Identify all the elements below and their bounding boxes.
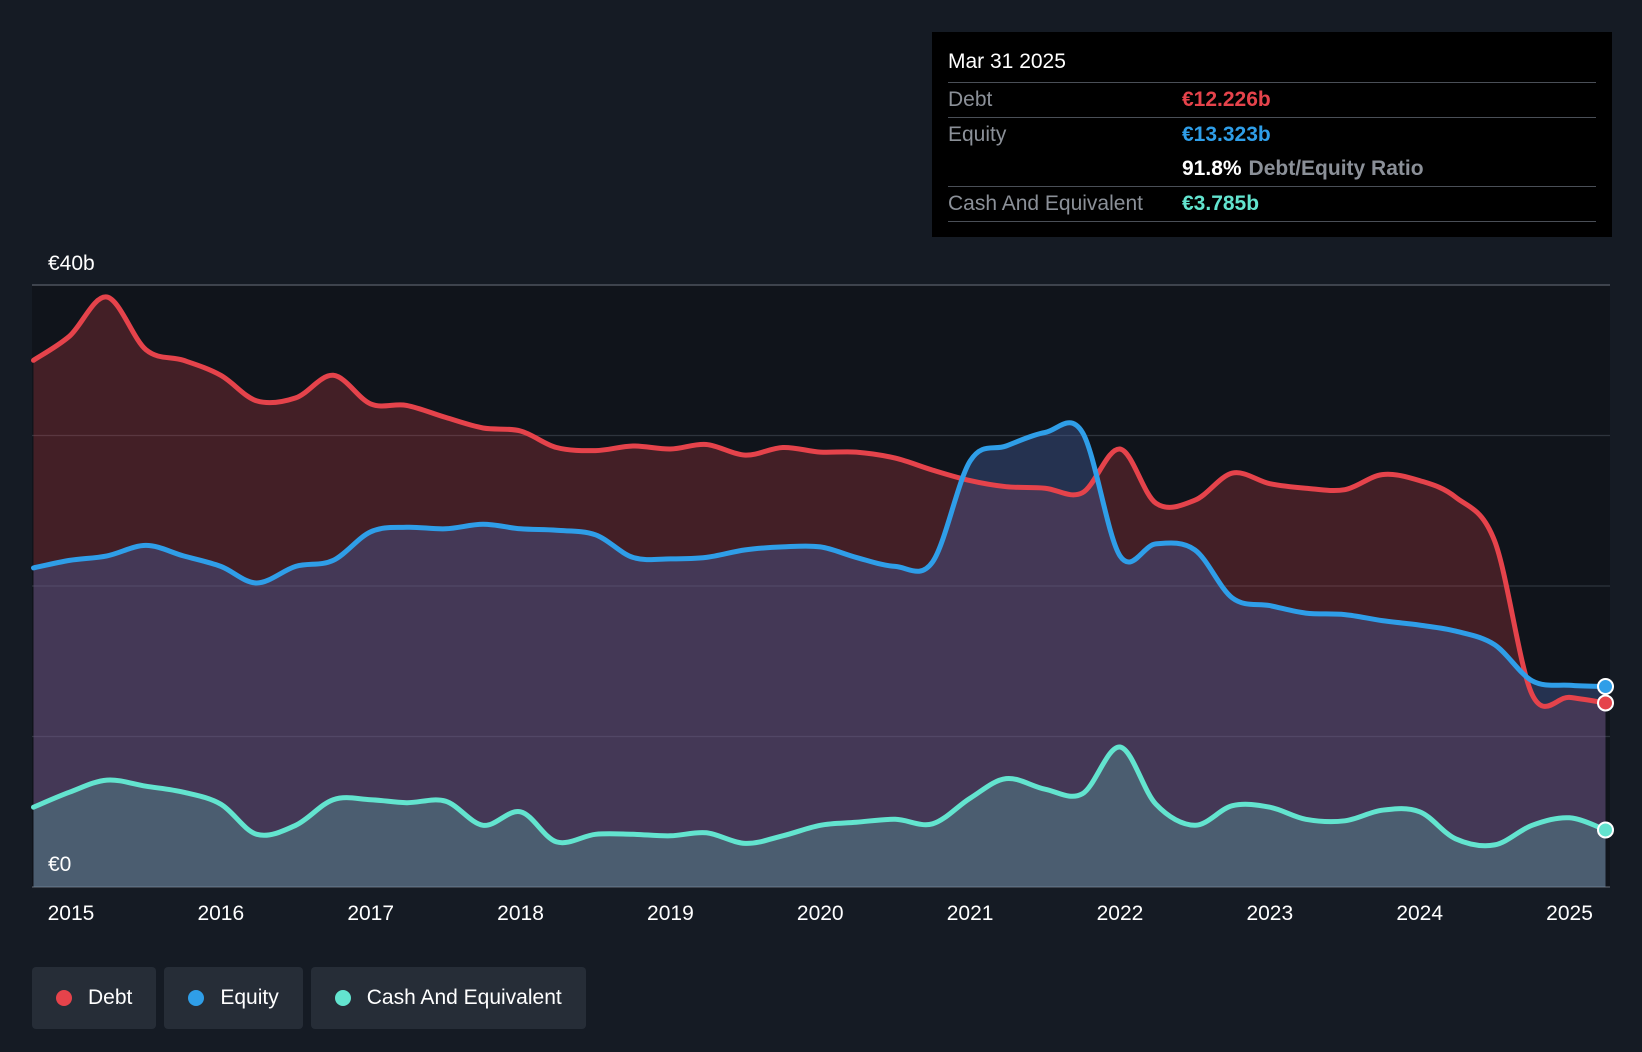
- series-lines: [31, 294, 1608, 849]
- x-tick-label: 2016: [197, 902, 244, 925]
- equity-line: [31, 420, 1608, 689]
- legend-label-debt: Debt: [88, 986, 133, 1009]
- x-tick-label: 2017: [347, 902, 394, 925]
- legend-dot-icon: [188, 990, 205, 1006]
- x-tick-label: 2022: [1097, 902, 1144, 925]
- legend-item-cash[interactable]: Cash And Equivalent: [310, 967, 586, 1029]
- tooltip-date: Mar 31 2025: [948, 50, 1066, 73]
- tooltip-ratio-value: 91.8%: [1182, 157, 1242, 180]
- tooltip-cash-value: €3.785b: [1182, 192, 1260, 215]
- legend-label-equity: Equity: [220, 986, 279, 1009]
- debt-area: [33, 296, 1606, 887]
- series-areas: [33, 296, 1606, 887]
- x-tick-label: 2018: [497, 902, 544, 925]
- tooltip-equity-label: Equity: [948, 123, 1007, 146]
- tooltip-debt-row: Debt €12.226b: [948, 82, 1596, 117]
- tooltip-debt-value: €12.226b: [1182, 88, 1271, 111]
- equity-area: [33, 422, 1606, 887]
- x-tick-label: 2021: [947, 902, 994, 925]
- chart-legend: Debt Equity Cash And Equivalent: [32, 967, 586, 1029]
- equity-end-marker[interactable]: [1597, 678, 1615, 696]
- x-tick-label: 2020: [797, 902, 844, 925]
- tooltip-panel: Mar 31 2025 Debt €12.226b Equity €13.323…: [932, 32, 1612, 237]
- y-tick-label-min: €0: [48, 853, 71, 876]
- legend-item-debt[interactable]: Debt: [32, 967, 157, 1029]
- x-axis-labels: 2015 2016 2017 2018 2019 2020 2021 2022 2023 2024…: [48, 902, 1593, 925]
- tooltip-ratio-label: Debt/Equity Ratio: [1248, 157, 1424, 180]
- cash-area: [33, 746, 1606, 887]
- end-markers: [1597, 678, 1615, 839]
- debt-line: [31, 294, 1608, 709]
- y-axis-labels: €40b €0: [48, 252, 95, 876]
- tooltip-cash-row: Cash And Equivalent €3.785b: [948, 186, 1596, 222]
- x-tick-label: 2019: [647, 902, 694, 925]
- x-tick-label: 2024: [1396, 902, 1443, 925]
- legend-dot-icon: [56, 990, 72, 1006]
- legend-label-cash: Cash And Equivalent: [366, 986, 562, 1009]
- debt-end-marker[interactable]: [1597, 694, 1615, 712]
- legend-dot-icon: [334, 990, 351, 1006]
- cash-line: [31, 744, 1608, 849]
- gridlines: [32, 284, 1610, 888]
- tooltip-equity-value: €13.323b: [1182, 123, 1271, 146]
- x-tick-label: 2015: [48, 902, 95, 925]
- y-tick-label-max: €40b: [48, 252, 95, 275]
- cash-end-marker[interactable]: [1597, 821, 1615, 839]
- tooltip-debt-label: Debt: [948, 88, 993, 111]
- tooltip-equity-row: Equity €13.323b: [948, 117, 1596, 152]
- x-tick-label: 2023: [1246, 902, 1293, 925]
- tooltip-ratio-row: 91.8% Debt/Equity Ratio: [948, 152, 1596, 186]
- x-tick-label: 2025: [1546, 902, 1593, 925]
- tooltip-cash-label: Cash And Equivalent: [948, 192, 1143, 215]
- legend-item-equity[interactable]: Equity: [164, 967, 303, 1029]
